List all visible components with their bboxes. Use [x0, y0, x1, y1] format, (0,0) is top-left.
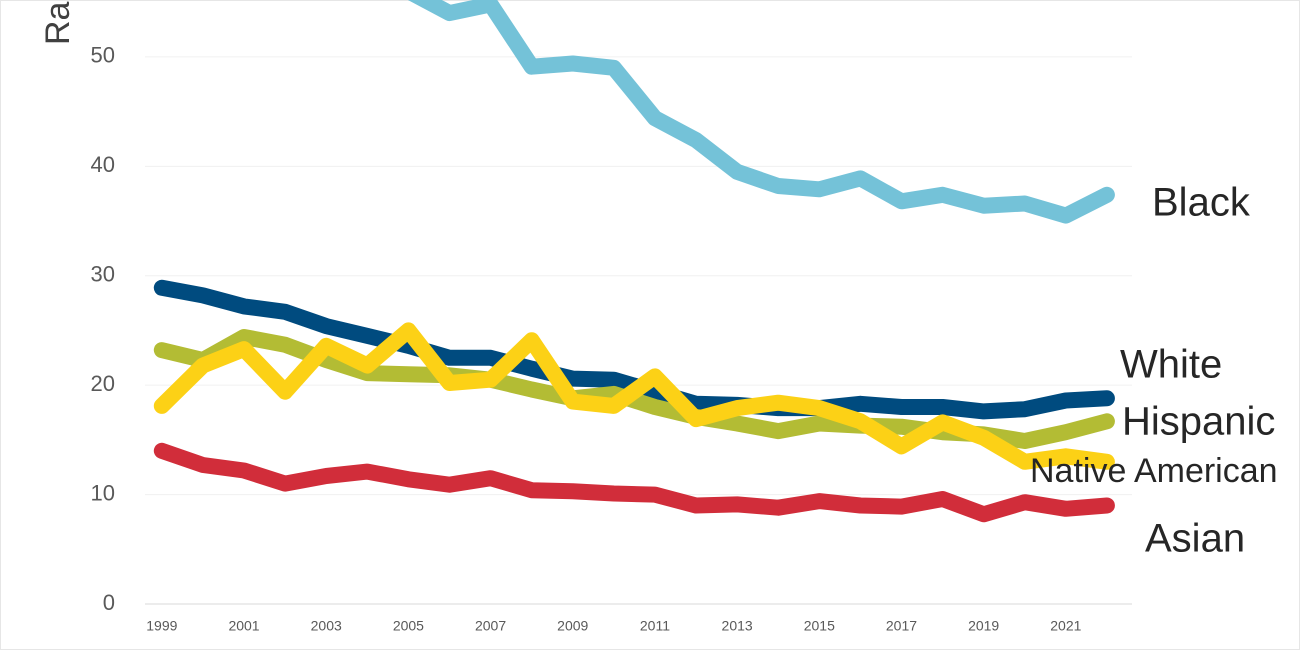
series-line	[153, 442, 1115, 523]
y-tick-label: 50	[91, 43, 115, 68]
x-tick-label: 2007	[475, 618, 506, 634]
series-label: Asian	[1145, 517, 1245, 561]
x-tick-label: 2017	[886, 618, 917, 634]
y-tick-label: 20	[91, 371, 115, 396]
series-line	[153, 322, 1115, 470]
y-tick-label: 30	[91, 262, 115, 287]
x-tick-label: 2013	[722, 618, 753, 634]
y-axis-label: Ra	[39, 1, 77, 45]
y-tick-label: 0	[103, 590, 115, 615]
x-tick-label: 2003	[311, 618, 342, 634]
x-tick-label: 2019	[968, 618, 999, 634]
series-label: Black	[1152, 181, 1251, 225]
series-label: Hispanic	[1122, 400, 1275, 444]
x-tick-label: 2015	[804, 618, 835, 634]
x-tick-label: 2005	[393, 618, 424, 634]
y-tick-label: 40	[91, 152, 115, 177]
x-tick-label: 2011	[640, 618, 670, 634]
series-label: White	[1120, 343, 1222, 387]
series-line	[407, 0, 1115, 224]
x-tick-label: 2021	[1050, 618, 1081, 634]
x-tick-label: 2001	[228, 618, 259, 634]
x-tick-label: 1999	[146, 618, 177, 634]
y-tick-label: 10	[91, 480, 115, 505]
series-label: Native American	[1030, 452, 1278, 490]
x-tick-label: 2009	[557, 618, 588, 634]
